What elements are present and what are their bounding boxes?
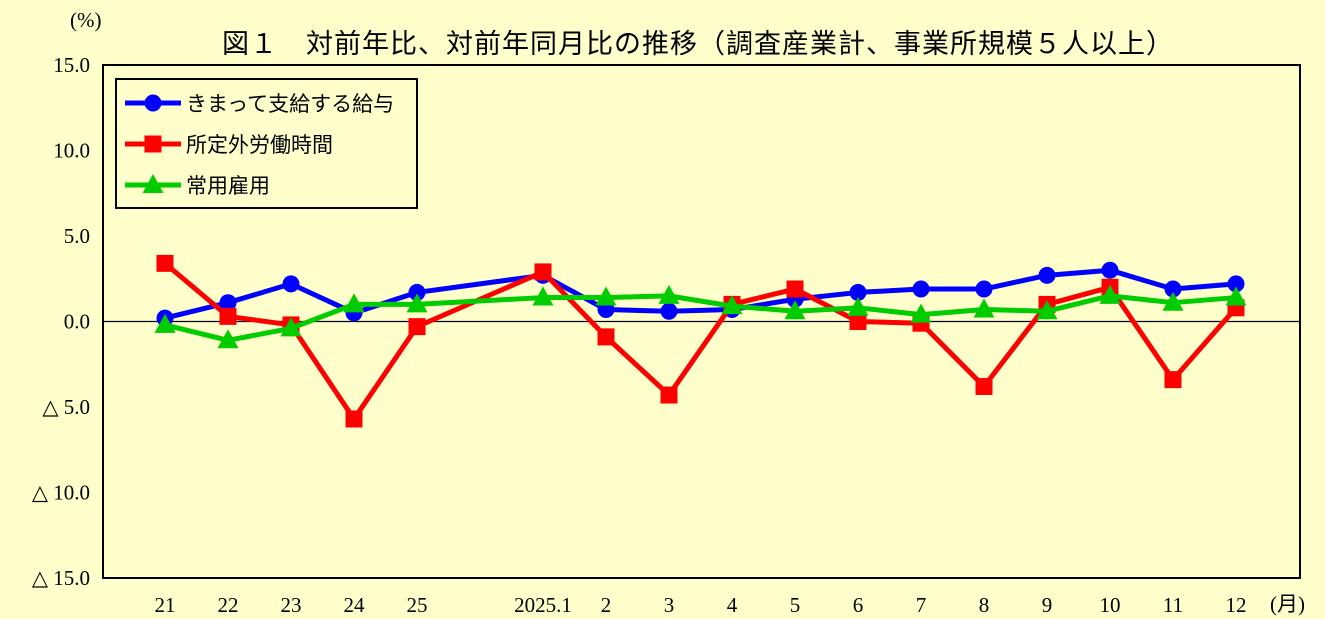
x-axis-tick-label: 21: [155, 593, 176, 617]
data-point-marker-series-1: [219, 307, 237, 325]
series-line-1: [162, 260, 1239, 422]
chart-title: 図１ 対前年比、対前年同月比の推移（調査産業計、事業所規模５人以上）: [222, 29, 1174, 59]
data-point-marker-series-2: [595, 286, 617, 306]
x-axis-tick-label: 22: [218, 593, 239, 617]
data-point-marker-series-2: [1162, 291, 1184, 311]
data-point-marker-series-0: [975, 280, 993, 298]
y-axis-tick-label: 15.0: [53, 53, 90, 77]
y-axis-tick-label: △ 15.0: [32, 566, 90, 590]
x-axis-tick-label: 11: [1163, 593, 1183, 617]
data-point-marker-series-0: [1227, 275, 1245, 293]
y-axis-tick-label: △ 10.0: [32, 481, 90, 505]
legend-label-overtime-hours: 所定外労働時間: [186, 132, 333, 157]
data-point-marker-series-2: [784, 300, 806, 320]
data-point-marker-series-0: [219, 294, 237, 312]
data-point-marker-series-2: [532, 286, 554, 306]
data-point-marker-series-2: [406, 293, 428, 313]
y-axis-tick-label: 0.0: [64, 310, 90, 334]
legend-item-regular-employment: 常用雇用: [125, 170, 416, 200]
x-axis-tick-label: 12: [1226, 593, 1247, 617]
y-axis-tick-label: △ 5.0: [42, 395, 90, 419]
data-point-marker-series-0: [282, 275, 300, 293]
x-axis-tick-label: 24: [344, 593, 366, 617]
x-axis-tick-label: 10: [1100, 593, 1121, 617]
legend-marker: [142, 173, 164, 193]
chart-legend: きまって支給する給与 所定外労働時間 常用雇用: [115, 78, 418, 209]
data-point-marker-series-2: [910, 303, 932, 323]
data-point-marker-series-2: [280, 317, 302, 337]
data-point-marker-series-2: [1225, 286, 1247, 306]
data-point-marker-series-1: [408, 318, 426, 336]
data-point-marker-series-2: [1099, 284, 1121, 304]
x-axis-tick-label: 7: [916, 593, 927, 617]
data-point-marker-series-0: [1038, 266, 1056, 284]
x-axis-tick-label: 8: [979, 593, 990, 617]
x-axis-tick-label: 3: [664, 593, 675, 617]
green-triangle-line-marker-icon: [125, 173, 181, 193]
data-point-marker-series-1: [660, 386, 678, 404]
x-axis-tick-label: 2025.1: [514, 593, 572, 617]
y-axis-tick-label: 10.0: [53, 139, 90, 163]
data-point-marker-series-1: [975, 377, 993, 395]
legend-item-overtime-hours: 所定外労働時間: [125, 129, 416, 159]
blue-circle-line-marker-icon: [125, 94, 181, 111]
data-point-marker-series-1: [597, 328, 615, 346]
legend-marker: [144, 94, 162, 111]
data-point-marker-series-0: [912, 280, 930, 298]
legend-label-regular-employment: 常用雇用: [186, 173, 270, 198]
x-axis-tick-label: 5: [790, 593, 801, 617]
red-square-line-marker-icon: [125, 135, 181, 152]
legend-marker: [144, 135, 162, 152]
legend-label-regular-pay: きまって支給する給与: [186, 91, 395, 116]
x-axis-tick-label: 4: [727, 593, 738, 617]
data-point-marker-series-2: [973, 298, 995, 318]
data-point-marker-series-2: [721, 295, 743, 315]
data-point-marker-series-1: [786, 280, 804, 298]
x-axis-tick-label: 25: [407, 593, 428, 617]
data-point-marker-series-0: [1101, 261, 1119, 279]
data-point-marker-series-2: [343, 293, 365, 313]
data-point-marker-series-2: [1036, 300, 1058, 320]
data-point-marker-series-0: [408, 283, 426, 301]
data-point-marker-series-0: [660, 302, 678, 320]
x-axis-tick-label: 6: [853, 593, 864, 617]
data-point-marker-series-1: [849, 313, 867, 330]
data-point-marker-series-1: [156, 254, 174, 272]
data-point-marker-series-2: [847, 296, 869, 316]
data-point-marker-series-0: [849, 283, 867, 301]
x-axis-tick-label: 9: [1042, 593, 1053, 617]
data-point-marker-series-1: [1164, 371, 1182, 389]
data-point-marker-series-1: [345, 410, 363, 428]
legend-item-regular-pay: きまって支給する給与: [125, 88, 416, 118]
data-point-marker-series-1: [534, 263, 552, 281]
x-axis-tick-label: 23: [281, 593, 302, 617]
data-point-marker-series-2: [217, 329, 239, 349]
x-axis-tick-label: 2: [601, 593, 612, 617]
y-axis-unit-label: (%): [70, 8, 102, 32]
data-point-marker-series-0: [1164, 280, 1182, 298]
x-axis-unit-label: (月): [1270, 592, 1305, 616]
y-axis-tick-label: 5.0: [64, 224, 90, 248]
data-point-marker-series-2: [658, 284, 680, 304]
data-point-marker-series-2: [154, 313, 176, 333]
